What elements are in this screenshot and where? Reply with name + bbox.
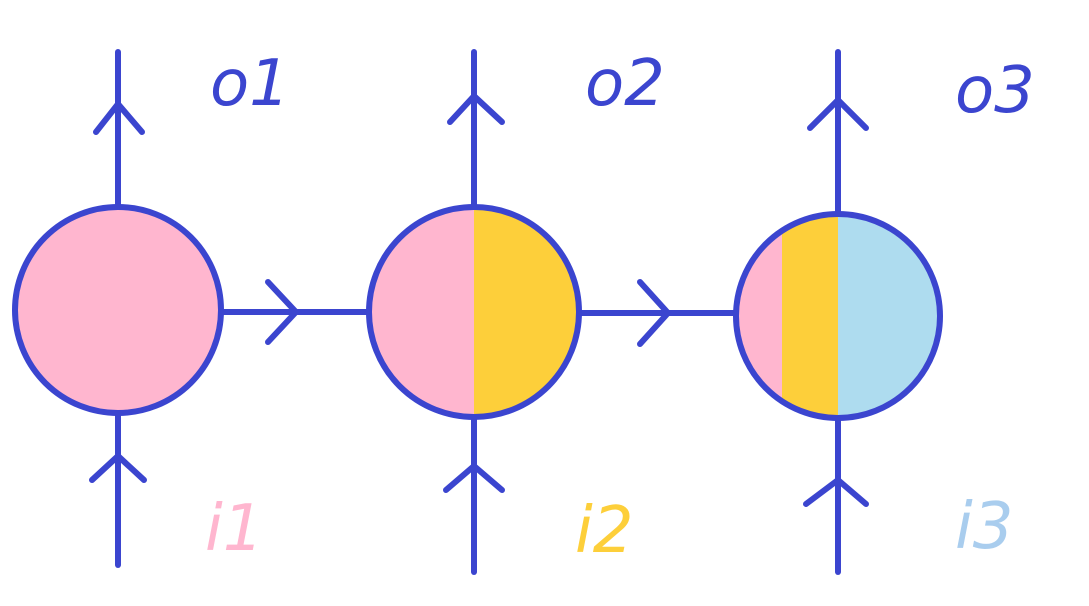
hidden-arrow-2-icon (637, 279, 671, 347)
output-arrow-1-icon (93, 101, 145, 135)
hidden-arrow-1-icon (265, 279, 299, 345)
node-1-outline (12, 204, 224, 416)
label-o1: o1 (210, 47, 290, 121)
node-1 (15, 207, 221, 413)
node-3-outline (733, 211, 943, 421)
node-2-outline (366, 204, 582, 420)
output-arrow-3-icon (807, 97, 869, 131)
node-3-yellow-fill (782, 214, 838, 418)
output-arrow-2-icon (447, 93, 505, 125)
input-arrow-1-icon (89, 453, 147, 483)
node-2-pink-fill (369, 207, 474, 417)
node-1-pink-fill (15, 207, 221, 413)
label-i2: i2 (575, 494, 634, 568)
label-i3: i3 (955, 490, 1014, 564)
input-arrow-3-icon (803, 477, 869, 507)
label-o3: o3 (955, 54, 1035, 128)
input-arrow-2-icon (443, 463, 505, 493)
node-3 (736, 214, 940, 418)
node-2 (369, 207, 579, 417)
node-3-blue-fill (838, 214, 940, 418)
label-i1: i1 (205, 492, 264, 566)
label-o2: o2 (585, 47, 665, 121)
